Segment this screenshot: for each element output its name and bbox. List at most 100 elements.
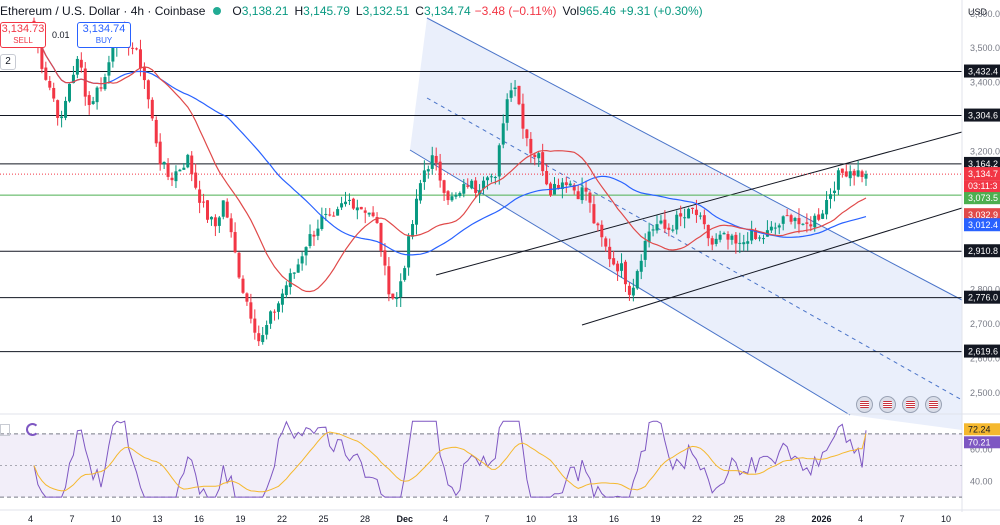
candle-body: [687, 208, 691, 219]
symbol-title[interactable]: Ethereum / U.S. Dollar · 4h · Coinbase: [0, 4, 206, 18]
candle-body: [821, 213, 825, 219]
candle-body: [726, 234, 730, 240]
rsi-tick-label: 40.00: [970, 476, 993, 486]
candle-body: [635, 271, 639, 289]
time-tick-label: 28: [775, 514, 785, 524]
candle-body: [513, 87, 517, 90]
candle-body: [730, 235, 734, 240]
candle-body: [241, 278, 245, 293]
candle-body: [714, 238, 718, 244]
channel-upper-line: [426, 17, 963, 301]
candle-body: [304, 247, 308, 256]
candle-body: [529, 138, 533, 154]
candle-body: [588, 192, 592, 203]
time-tick-label: 22: [692, 514, 702, 524]
rsi-refresh-icon[interactable]: [26, 423, 39, 436]
candle-body: [809, 224, 813, 227]
candle-body: [450, 196, 454, 201]
candle-body: [253, 318, 257, 333]
buy-label: BUY: [95, 36, 113, 45]
candle-body: [596, 223, 600, 226]
green-level-tag-label: 3,073.5: [968, 193, 998, 203]
candle-body: [769, 226, 773, 231]
candle-body: [525, 129, 529, 139]
candle-body: [186, 154, 190, 168]
candle-body: [758, 237, 762, 239]
candles-group: [32, 17, 868, 346]
candle-body: [142, 67, 146, 81]
rsi-tag: [964, 436, 1000, 449]
candle-body: [403, 268, 407, 280]
candle-body: [355, 207, 359, 211]
candle-body: [576, 191, 580, 200]
green-level-tag: [964, 191, 1000, 205]
candle-body: [367, 212, 371, 215]
candle-body: [91, 101, 95, 104]
candle-body: [308, 234, 312, 247]
candle-body: [407, 236, 411, 268]
price-tick-label: 3,400.00: [970, 78, 1000, 88]
candle-body: [320, 215, 324, 229]
level-tag: [964, 290, 1000, 304]
last-price-tag-label: 3,134.7: [968, 169, 998, 179]
candle-body: [430, 155, 434, 169]
buy-button[interactable]: 3,134.74 BUY: [77, 22, 131, 48]
candle-body: [265, 325, 269, 335]
collapse-indicators-button[interactable]: 2: [0, 54, 16, 70]
candle-body: [718, 234, 722, 240]
candle-body: [825, 200, 829, 215]
level-tag: [964, 156, 1000, 170]
candle-body: [785, 215, 789, 217]
candle-body: [150, 99, 154, 119]
rsi-ma-label: 70.21: [968, 437, 991, 447]
candle-body: [347, 199, 351, 201]
candle-body: [604, 238, 608, 247]
flag-usa-icon[interactable]: [902, 396, 919, 413]
flag-usa-icon[interactable]: [925, 396, 942, 413]
ma-slow-line: [33, 27, 867, 256]
level-tag-label: 3,432.4: [968, 67, 998, 77]
candle-body: [237, 252, 241, 278]
time-tick-label: 4: [443, 514, 448, 524]
level-tag: [964, 244, 1000, 258]
change-value: −3.48 (−0.11%): [474, 4, 557, 18]
rsi-pane-toggle[interactable]: [0, 424, 10, 436]
candle-body: [213, 217, 217, 227]
candle-body: [832, 190, 836, 193]
price-tick-label: 2,800.00: [970, 284, 1000, 294]
sell-button[interactable]: 3,134.73 SELL: [0, 22, 46, 48]
candle-body: [580, 187, 584, 201]
candle-body: [620, 263, 624, 271]
time-tick-label: 2026: [812, 514, 832, 524]
candle-body: [655, 224, 659, 231]
candle-body: [844, 171, 848, 177]
candle-body: [170, 177, 174, 181]
descending-channel-fill: [410, 18, 962, 430]
candle-body: [292, 272, 296, 274]
price-tick-label: 2,700.00: [970, 319, 1000, 329]
candle-body: [848, 171, 852, 179]
indicator-arrow-icon[interactable]: [856, 396, 873, 413]
time-tick-label: 10: [526, 514, 536, 524]
flag-usa-icon[interactable]: [879, 396, 896, 413]
open-value: 3,138.21: [241, 4, 289, 18]
candle-body: [694, 209, 698, 216]
candle-body: [643, 240, 647, 260]
candle-body: [174, 171, 178, 182]
rsi-value-label: 72.24: [968, 424, 991, 434]
price-tick-label: 3,600.00: [970, 9, 1000, 19]
candle-body: [470, 180, 474, 189]
close-label: C: [415, 4, 424, 18]
ma-fast-line: [33, 27, 867, 293]
currency-label: USD: [968, 7, 988, 17]
candle-body: [426, 169, 430, 172]
level-tag: [964, 344, 1000, 358]
candle-body: [667, 227, 671, 230]
candle-body: [60, 116, 64, 119]
candle-body: [209, 216, 213, 220]
candle-body: [742, 242, 746, 245]
candle-body: [138, 49, 142, 69]
candle-body: [710, 238, 714, 245]
